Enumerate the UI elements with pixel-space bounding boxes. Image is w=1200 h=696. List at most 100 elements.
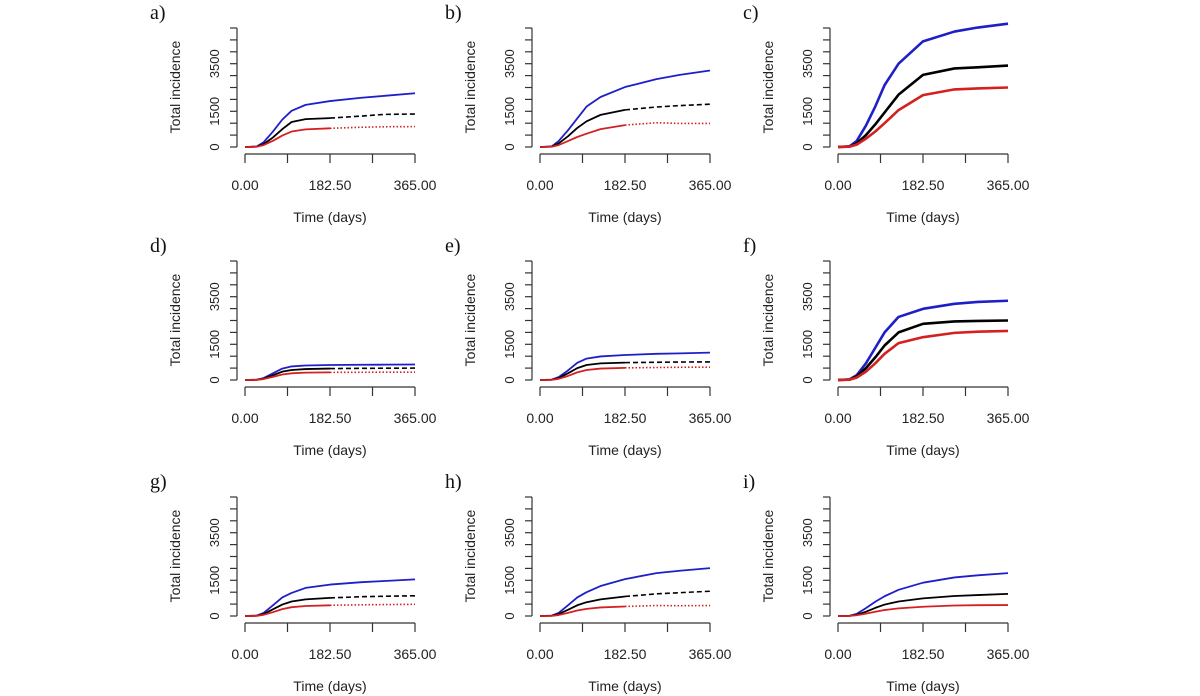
x-tick-label: 365.00 (987, 646, 1030, 662)
y-tick-label: 0 (800, 376, 815, 383)
y-axis-label: Total incidence (462, 273, 478, 366)
y-axis-label: Total incidence (462, 509, 478, 602)
series-line-red (539, 605, 626, 617)
panel-a: a) 0 1500 3500 Total incidence 0.00 182.50 365.… (150, 2, 437, 225)
y-tick-label: 3500 (800, 49, 815, 78)
x-tick-label: 365.00 (689, 177, 732, 193)
y-tick-label: 1500 (800, 97, 815, 126)
y-tick-label: 0 (207, 376, 222, 383)
series-tail-red (329, 125, 416, 130)
panel-label: i) (743, 471, 755, 493)
panel-i: i) 0 1500 3500 Total incidence 0.00 182.50 365.… (743, 471, 1030, 694)
y-tick-label: 1500 (207, 330, 222, 359)
y-axis-label: Total incidence (167, 273, 183, 366)
series-line-red (837, 604, 1009, 617)
series-tail-red (624, 121, 710, 126)
x-tick-label: 182.50 (309, 177, 352, 193)
series-line-red (244, 371, 331, 381)
x-axis-label: Time (days) (588, 209, 661, 225)
series-line-red (837, 86, 1009, 149)
y-tick-label: 0 (800, 143, 815, 150)
panel-b: b) 0 1500 3500 Total incidence 0.00 182.50 365.… (445, 2, 732, 225)
y-axis-label: Total incidence (760, 40, 776, 133)
x-tick-label: 365.00 (394, 646, 437, 662)
x-tick-label: 182.50 (309, 646, 352, 662)
y-tick-label: 3500 (207, 518, 222, 547)
x-axis-label: Time (days) (886, 678, 959, 694)
y-tick-label: 1500 (502, 97, 517, 126)
y-tick-label: 0 (502, 376, 517, 383)
panel-label: c) (743, 2, 759, 24)
series-tail-red (624, 604, 711, 608)
panel-f: f) 0 1500 3500 Total incidence 0.00 182.50 365.… (743, 235, 1030, 458)
series-line-black (244, 597, 331, 617)
x-axis-label: Time (days) (886, 442, 959, 458)
series-line-red (244, 127, 331, 148)
series-line-red (837, 329, 1009, 382)
panel-label: h) (445, 471, 462, 493)
y-tick-label: 1500 (207, 566, 222, 595)
x-tick-label: 182.50 (902, 646, 945, 662)
series-line-black (837, 319, 1009, 382)
y-tick-label: 0 (502, 143, 517, 150)
y-axis-label: Total incidence (167, 40, 183, 133)
series-line-red (539, 124, 626, 148)
y-tick-label: 1500 (800, 566, 815, 595)
series-tail-black (624, 590, 711, 598)
x-tick-label: 0.00 (231, 410, 258, 426)
x-axis-label: Time (days) (293, 209, 366, 225)
x-axis-label: Time (days) (886, 209, 959, 225)
panel-label: e) (445, 235, 461, 257)
series-tail-black (329, 113, 416, 119)
y-axis-label: Total incidence (760, 509, 776, 602)
series-line-black (837, 64, 1009, 149)
x-axis-label: Time (days) (293, 678, 366, 694)
x-tick-label: 0.00 (526, 646, 553, 662)
y-tick-label: 0 (800, 612, 815, 619)
y-tick-label: 3500 (800, 282, 815, 311)
y-tick-label: 1500 (800, 330, 815, 359)
y-tick-label: 3500 (800, 518, 815, 547)
x-tick-label: 0.00 (231, 646, 258, 662)
y-axis-label: Total incidence (167, 509, 183, 602)
x-tick-label: 365.00 (689, 646, 732, 662)
series-line-blue (837, 299, 1009, 382)
x-tick-label: 0.00 (824, 646, 851, 662)
y-tick-label: 3500 (502, 282, 517, 311)
x-axis-label: Time (days) (588, 678, 661, 694)
x-tick-label: 182.50 (604, 646, 647, 662)
panel-label: d) (150, 235, 167, 257)
x-tick-label: 0.00 (526, 410, 553, 426)
y-tick-label: 3500 (502, 49, 517, 78)
panel-g: g) 0 1500 3500 Total incidence 0.00 182.50 365.… (150, 471, 437, 694)
x-tick-label: 182.50 (309, 410, 352, 426)
x-tick-label: 365.00 (689, 410, 732, 426)
y-axis-label: Total incidence (462, 40, 478, 133)
y-tick-label: 0 (502, 612, 517, 619)
series-tail-red (624, 366, 711, 369)
panel-e: e) 0 1500 3500 Total incidence 0.00 182.50 365.… (445, 235, 732, 458)
y-tick-label: 1500 (207, 97, 222, 126)
panel-label: a) (150, 2, 166, 24)
y-tick-label: 3500 (502, 518, 517, 547)
x-tick-label: 182.50 (902, 177, 945, 193)
y-tick-label: 1500 (502, 330, 517, 359)
series-line-red (244, 604, 331, 617)
y-tick-label: 0 (207, 143, 222, 150)
series-line-red (539, 366, 626, 381)
series-tail-black (624, 361, 711, 364)
series-tail-black (624, 103, 711, 111)
panel-label: f) (743, 235, 756, 257)
x-tick-label: 365.00 (987, 410, 1030, 426)
x-tick-label: 365.00 (394, 177, 437, 193)
panel-c: c) 0 1500 3500 Total incidence 0.00 182.50 365.… (743, 2, 1030, 225)
x-tick-label: 365.00 (394, 410, 437, 426)
x-axis-label: Time (days) (588, 442, 661, 458)
x-tick-label: 182.50 (604, 177, 647, 193)
x-axis-label: Time (days) (293, 442, 366, 458)
y-tick-label: 3500 (207, 282, 222, 311)
y-tick-label: 1500 (502, 566, 517, 595)
series-tail-black (329, 594, 416, 599)
panel-h: h) 0 1500 3500 Total incidence 0.00 182.50 365.… (445, 471, 732, 694)
